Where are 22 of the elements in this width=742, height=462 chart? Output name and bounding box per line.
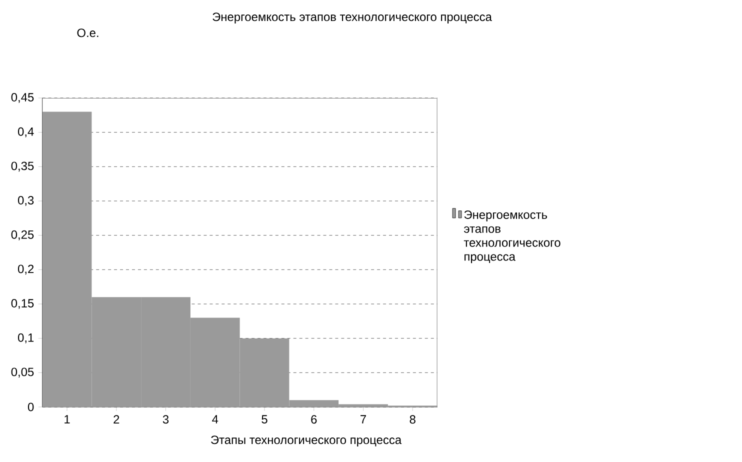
x-tick-label: 3 [162,415,169,424]
x-tick-label: 7 [360,415,366,424]
x-tick-label: 4 [212,415,218,424]
y-tick-label: 0,2 [18,264,34,275]
y-axis-title: О.е. [77,28,98,38]
y-tick-label: 0,15 [11,299,34,309]
y-tick-label: 0,35 [11,162,34,172]
chart-title: Энергоемкость этапов технологического процесса [212,12,492,24]
y-tick-label: 0,3 [18,196,34,206]
y-tick-label: 0,45 [11,93,34,103]
y-tick-label: 0,05 [11,368,34,378]
x-tick-label: 8 [410,415,416,424]
x-tick-label: 5 [262,415,268,424]
x-tick-label: 1 [64,415,70,424]
y-tick-label: 0,4 [18,127,34,138]
y-tick-label: 0,25 [11,230,34,240]
y-tick-label: 0,1 [18,333,34,344]
x-tick-label: 6 [311,415,317,424]
legend-label: Энергоемкость этапов технологического процесса [464,210,560,264]
x-axis-title: Этапы технологического процесса [211,436,402,446]
x-tick-label: 2 [114,415,120,424]
y-tick-label: 0 [28,402,34,412]
